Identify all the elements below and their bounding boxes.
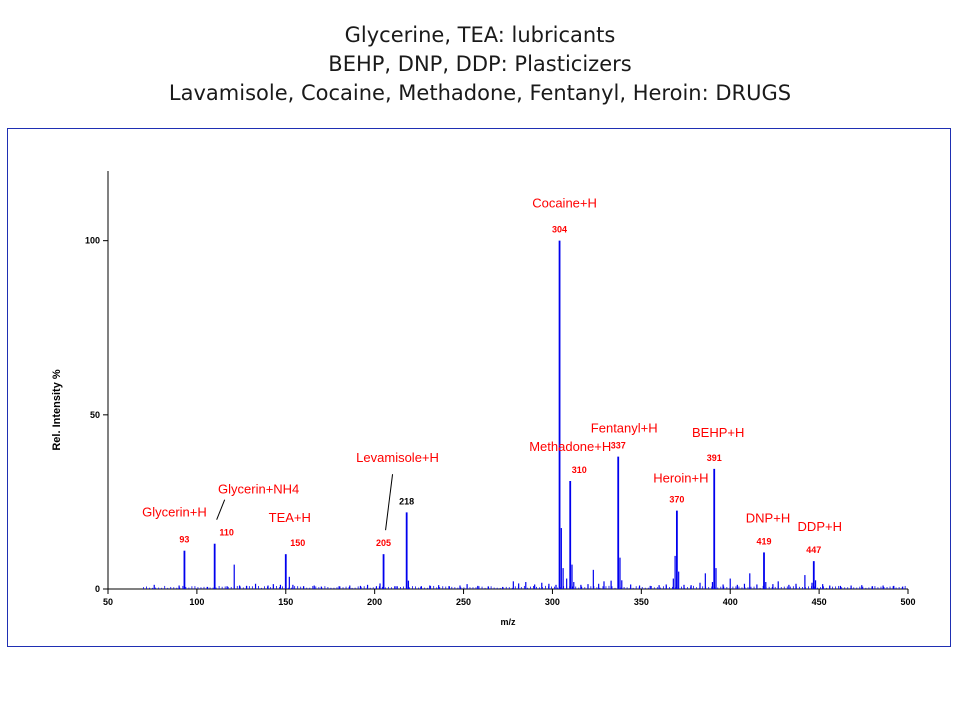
peak-mz-label: 419 [756, 536, 771, 546]
peak-compound-label: Cocaine+H [532, 196, 597, 211]
x-tick-label: 300 [545, 597, 560, 607]
peak-compound-label: Levamisole+H [356, 450, 439, 465]
y-tick-label: 0 [95, 584, 100, 594]
x-tick-label: 450 [812, 597, 827, 607]
x-tick-label: 400 [723, 597, 738, 607]
peak-mz-label: 337 [611, 441, 626, 451]
peak-compound-label: DNP+H [746, 510, 790, 525]
x-tick-label: 350 [634, 597, 649, 607]
peak-mz-label: 370 [669, 495, 684, 505]
x-axis-label: m/z [500, 617, 516, 627]
peak-mz-label: 391 [707, 453, 722, 463]
chart-frame: 50 100 150 200 250 300 350 400 450 500 0 50 100 m/z Re… [7, 128, 951, 647]
peak-mz-label: 110 [219, 528, 234, 538]
peak-mz-label: 93 [179, 535, 189, 545]
chart-title-line-3: Lavamisole, Cocaine, Methadone, Fentanyl… [168, 81, 792, 105]
peak-compound-label: Glycerin+NH4 [218, 482, 299, 497]
y-tick-label: 100 [85, 236, 100, 246]
peak-compound-label: Heroin+H [653, 471, 708, 486]
peak-compound-label: Fentanyl+H [591, 421, 658, 436]
peak-mz-label: 310 [572, 465, 587, 475]
mass-spectrum-chart: 50 100 150 200 250 300 350 400 450 500050100m/zRe… [51, 171, 916, 627]
x-tick-label: 500 [900, 597, 915, 607]
peak-compound-label: Glycerin+H [142, 505, 207, 520]
x-tick-label: 250 [456, 597, 471, 607]
peak-mz-label: 205 [376, 538, 391, 548]
peak-mz-label: 218 [399, 496, 414, 506]
leader-line-glycerin-nh4 [216, 499, 226, 520]
peak-mz-label: 304 [552, 225, 567, 235]
chart-title-line-1: Glycerine, TEA: lubricants [344, 23, 616, 47]
peak-mz-label: 150 [290, 538, 305, 548]
chart-title-line-2: BEHP, DNP, DDP: Plasticizers [328, 52, 632, 76]
y-axis-label: Rel. Intensity % [51, 369, 63, 451]
x-tick-label: 50 [103, 597, 113, 607]
y-tick-label: 50 [90, 410, 100, 420]
peak-compound-label: BEHP+H [692, 425, 744, 440]
leader-line-levamisole [385, 474, 394, 531]
peak-compound-label: TEA+H [269, 510, 311, 525]
peak-compound-label: Methadone+H [529, 439, 611, 454]
peak-mz-label: 447 [806, 545, 821, 555]
x-tick-label: 150 [278, 597, 293, 607]
x-tick-label: 200 [367, 597, 382, 607]
peak-compound-label: DDP+H [798, 519, 842, 534]
x-tick-label: 100 [189, 597, 204, 607]
